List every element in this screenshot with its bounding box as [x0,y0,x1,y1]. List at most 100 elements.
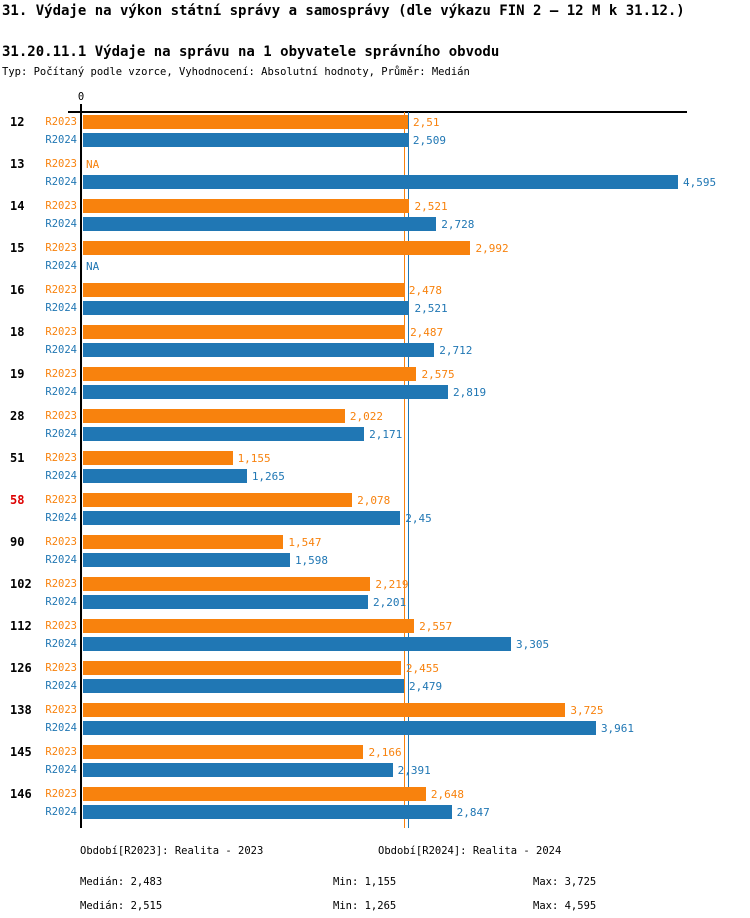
page-title: 31. Výdaje na výkon státní správy a samo… [2,3,685,19]
series-label-r2024: R2024 [45,554,77,566]
bar-value-label: 2,847 [456,806,490,819]
bar-r2024 [83,679,405,693]
bar-r2023 [83,745,364,759]
series-label-r2023: R2023 [45,368,77,380]
indicator-meta: Typ: Počítaný podle vzorce, Vyhodnocení:… [2,66,470,78]
series-label-r2024: R2024 [45,596,77,608]
series-label-r2023: R2023 [45,284,77,296]
series-label-r2023: R2023 [45,746,77,758]
bar-r2024 [83,511,401,525]
bar-value-label: 1,155 [237,452,271,465]
bar-na-label: NA [86,158,100,171]
series-label-r2024: R2024 [45,764,77,776]
stat-median-r2023: Medián: 2,483 [80,876,163,888]
bar-value-label: 2,219 [375,578,409,591]
series-label-r2024: R2024 [45,218,77,230]
series-label-r2024: R2024 [45,386,77,398]
bar-value-label: 3,305 [515,638,550,651]
row-id-label: 16 [10,283,25,297]
series-label-r2023: R2023 [45,620,77,632]
series-label-r2023: R2023 [45,788,77,800]
bar-r2024 [83,217,437,231]
series-label-r2024: R2024 [45,806,77,818]
bar-value-label: 2,728 [441,218,475,231]
bar-r2024 [83,721,596,735]
bar-r2024 [83,469,247,483]
bar-value-label: 2,45 [405,512,432,525]
bar-r2023 [83,409,345,423]
bar-r2023 [83,493,353,507]
row-id-label: 90 [10,535,25,549]
bar-r2023 [83,283,404,297]
row-id-label: 146 [10,787,32,801]
bar-r2024 [83,805,452,819]
bar-r2024 [83,301,410,315]
series-label-r2023: R2023 [45,116,77,128]
bar-value-label: 2,078 [357,494,391,507]
stat-min-r2024: Min: 1,265 [333,900,397,912]
bar-value-label: 2,575 [421,368,455,381]
series-label-r2024: R2024 [45,428,77,440]
bar-r2023 [83,325,406,339]
bar-value-label: 2,171 [369,428,403,441]
series-label-r2023: R2023 [45,158,77,170]
axis-zero-label: 0 [77,91,85,103]
bar-value-label: 2,509 [412,134,447,147]
stat-min-r2023: Min: 1,155 [333,876,397,888]
bar-r2023 [83,661,401,675]
bar-value-label: 2,478 [408,284,443,297]
bar-value-label: 2,022 [349,410,383,423]
bar-value-label: 1,598 [294,554,329,567]
bar-r2024 [83,595,369,609]
bar-r2024 [83,637,511,651]
bar-value-label: 2,479 [409,680,443,693]
legend-r2024: Období[R2024]: Realita - 2024 [378,845,562,857]
bar-value-label: 3,725 [570,704,604,717]
row-id-label: 126 [10,661,32,675]
series-label-r2023: R2023 [45,452,77,464]
median-line-r2023 [403,112,406,828]
series-label-r2023: R2023 [45,536,77,548]
row-id-label: 18 [10,325,25,339]
series-label-r2024: R2024 [45,260,77,272]
x-axis-line [68,111,687,113]
bar-r2023 [83,619,415,633]
bar-value-label: 2,992 [475,242,509,255]
bar-value-label: 2,819 [453,386,487,399]
series-label-r2024: R2024 [45,722,77,734]
series-label-r2024: R2024 [45,344,77,356]
series-label-r2023: R2023 [45,494,77,506]
bar-r2024 [83,427,365,441]
row-id-label: 19 [10,367,25,381]
bar-value-label: 3,961 [600,722,635,735]
bar-value-label: 1,265 [251,470,285,483]
series-label-r2023: R2023 [45,242,77,254]
series-label-r2024: R2024 [45,176,77,188]
bar-value-label: 4,595 [683,176,717,189]
bar-value-label: 2,455 [405,662,440,675]
row-id-label: 138 [10,703,32,717]
series-label-r2024: R2024 [45,470,77,482]
series-label-r2024: R2024 [45,638,77,650]
bar-r2023 [83,367,417,381]
bar-na-label: NA [86,260,100,273]
y-axis-line [80,111,82,828]
bar-r2024 [83,133,408,147]
bar-value-label: 2,391 [397,764,431,777]
bar-value-label: 2,51 [413,116,440,129]
bar-value-label: 2,648 [430,788,465,801]
bar-value-label: 2,521 [414,200,448,213]
series-label-r2024: R2024 [45,512,77,524]
row-id-label: 112 [10,619,32,633]
bar-value-label: 2,521 [414,302,448,315]
row-id-label: 58 [10,493,25,507]
bar-r2024 [83,763,393,777]
bar-value-label: 2,201 [373,596,407,609]
bar-r2024 [83,343,435,357]
indicator-subtitle: 31.20.11.1 Výdaje na správu na 1 obyvate… [2,44,500,60]
bar-r2023 [83,241,471,255]
bar-r2024 [83,385,449,399]
bar-r2023 [83,115,409,129]
stat-max-r2024: Max: 4,595 [533,900,597,912]
bar-value-label: 2,166 [368,746,402,759]
